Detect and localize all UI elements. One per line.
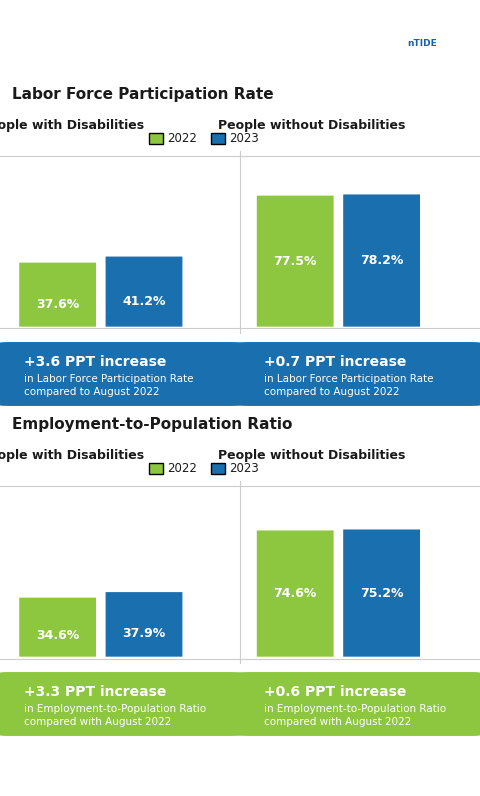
Text: National Trends In Disability Employment: National Trends In Disability Employment <box>10 34 268 47</box>
Text: Labor Force Participation Rate: Labor Force Participation Rate <box>12 87 274 102</box>
Text: August 2022 to August 2023: August 2022 to August 2023 <box>10 12 324 31</box>
Text: Source:: Source: <box>12 748 54 759</box>
Text: 78.2%: 78.2% <box>360 254 403 267</box>
Text: 🚶: 🚶 <box>335 557 342 568</box>
Text: August 2023 National Trends In Disability Employment Report (nTIDE): August 2023 National Trends In Disabilit… <box>0 764 291 774</box>
Text: Year-to-Year Comparison: Year-to-Year Comparison <box>10 50 161 63</box>
Text: People without Disabilities: People without Disabilities <box>218 119 406 132</box>
FancyBboxPatch shape <box>0 342 245 406</box>
Text: People with Disabilities: People with Disabilities <box>0 449 144 462</box>
Text: +3.3 PPT increase: +3.3 PPT increase <box>24 685 167 699</box>
Text: 75.2%: 75.2% <box>360 587 403 599</box>
FancyBboxPatch shape <box>19 263 96 326</box>
Text: 🚶: 🚶 <box>335 224 342 233</box>
Text: = Percentage Point: = Percentage Point <box>48 783 145 794</box>
Text: in Employment-to-Population Ratio
compared with August 2022: in Employment-to-Population Ratio compar… <box>264 704 446 728</box>
Text: in Labor Force Participation Rate
compared to August 2022: in Labor Force Participation Rate compar… <box>24 374 193 397</box>
Text: 41.2%: 41.2% <box>122 295 166 309</box>
Text: ♿: ♿ <box>96 306 106 315</box>
Text: Employment-to-Population Ratio: Employment-to-Population Ratio <box>12 416 292 431</box>
Text: 77.5%: 77.5% <box>274 255 317 267</box>
Text: in Employment-to-Population Ratio
compared with August 2022: in Employment-to-Population Ratio compar… <box>24 704 206 728</box>
Text: 2023: 2023 <box>229 132 259 145</box>
FancyBboxPatch shape <box>19 598 96 657</box>
FancyBboxPatch shape <box>149 134 163 144</box>
Text: in Labor Force Participation Rate
compared to August 2022: in Labor Force Participation Rate compar… <box>264 374 433 397</box>
Text: People without Disabilities: People without Disabilities <box>218 449 406 462</box>
Text: +0.6 PPT increase: +0.6 PPT increase <box>264 685 407 699</box>
Text: ♿: ♿ <box>95 635 107 648</box>
Text: People with Disabilities: People with Disabilities <box>0 119 144 132</box>
Text: ♿: ♿ <box>95 304 107 317</box>
Circle shape <box>400 11 456 67</box>
Text: 2023: 2023 <box>229 462 259 474</box>
FancyBboxPatch shape <box>343 529 420 657</box>
Text: 2022: 2022 <box>167 462 197 474</box>
FancyBboxPatch shape <box>211 463 225 474</box>
FancyBboxPatch shape <box>106 592 182 657</box>
Text: 37.9%: 37.9% <box>122 627 166 641</box>
Text: 2022: 2022 <box>167 132 197 145</box>
Text: *PPT: *PPT <box>12 783 38 794</box>
FancyBboxPatch shape <box>149 463 163 474</box>
Text: 37.6%: 37.6% <box>36 298 79 310</box>
FancyBboxPatch shape <box>257 530 334 657</box>
FancyBboxPatch shape <box>257 196 334 326</box>
Text: 74.6%: 74.6% <box>274 587 317 600</box>
FancyBboxPatch shape <box>343 194 420 326</box>
Text: 34.6%: 34.6% <box>36 630 79 642</box>
FancyBboxPatch shape <box>0 672 245 736</box>
FancyBboxPatch shape <box>235 342 480 406</box>
Text: Kessler Foundation and the University of New Hampshire Institute on Disability: Kessler Foundation and the University of… <box>58 748 451 759</box>
FancyBboxPatch shape <box>211 134 225 144</box>
Text: nTIDE: nTIDE <box>407 38 437 48</box>
Text: ♿: ♿ <box>96 637 106 646</box>
FancyBboxPatch shape <box>235 672 480 736</box>
FancyBboxPatch shape <box>106 256 182 326</box>
Text: +0.7 PPT increase: +0.7 PPT increase <box>264 355 407 369</box>
Text: +3.6 PPT increase: +3.6 PPT increase <box>24 355 167 369</box>
